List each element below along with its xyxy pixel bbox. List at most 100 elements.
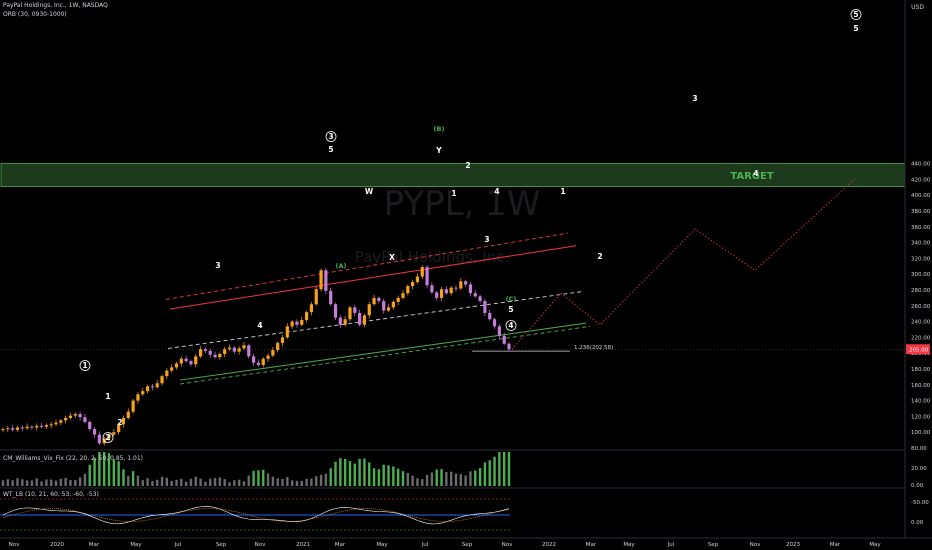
candle-body xyxy=(271,350,275,356)
wave-label: X xyxy=(389,253,395,262)
candle-body xyxy=(179,358,183,364)
watermark-name: PayPal Holdings, Inc. xyxy=(355,248,510,266)
vix-bar xyxy=(180,478,183,486)
candle-body xyxy=(406,286,410,294)
candle-body xyxy=(189,361,193,365)
last-price-label: 205.00 xyxy=(909,347,929,353)
candle-body xyxy=(247,345,251,357)
candle-body xyxy=(319,270,323,290)
wave-label: (A) xyxy=(336,262,347,270)
vix-bar xyxy=(247,475,250,486)
wave-label: 2 xyxy=(465,161,470,170)
vix-bar xyxy=(334,461,337,486)
vix-bar xyxy=(64,477,67,486)
price-tick: 80.00 xyxy=(911,446,927,452)
symbol-title: PayPal Holdings, Inc., 1W, NASDAQ xyxy=(3,2,108,9)
vix-bar xyxy=(396,468,400,486)
wave-circle xyxy=(850,9,862,20)
candle-body xyxy=(126,411,130,418)
time-tick: Mar xyxy=(335,542,346,548)
candle-body xyxy=(1,429,5,431)
upper-red-channel xyxy=(169,245,577,310)
vix-bar xyxy=(165,477,169,486)
vix-bar xyxy=(435,469,438,486)
wave-label: (B) xyxy=(434,125,445,133)
vix-tick: 20.00 xyxy=(911,466,927,472)
candle-body xyxy=(20,427,24,429)
vix-bar xyxy=(184,481,188,486)
candle-body xyxy=(64,417,68,421)
candle-body xyxy=(170,367,174,371)
candle-body xyxy=(73,414,77,416)
candle-body xyxy=(396,297,400,302)
candle-body xyxy=(488,312,492,320)
vix-bar xyxy=(411,475,414,486)
vix-bar xyxy=(156,479,159,486)
time-tick: Mar xyxy=(586,542,597,548)
candle-body xyxy=(68,415,73,418)
candle-body xyxy=(92,429,97,435)
vix-bar xyxy=(40,481,43,486)
candle-body xyxy=(15,427,20,430)
candle-body xyxy=(439,289,444,298)
candle-body xyxy=(324,270,328,291)
vix-bar xyxy=(507,452,511,486)
vix-bar xyxy=(339,458,342,486)
vix-bar xyxy=(189,478,193,486)
time-tick: Jul xyxy=(174,542,182,548)
vix-bar xyxy=(358,458,361,486)
time-tick: 2021 xyxy=(296,542,310,548)
vix-bar xyxy=(209,478,212,486)
vix-bar xyxy=(257,470,260,486)
candle-body xyxy=(329,290,333,305)
candle-body xyxy=(333,304,338,318)
candle-body xyxy=(213,354,217,358)
candle-body xyxy=(276,342,280,351)
watermark-symbol: PYPL, 1W xyxy=(384,184,541,224)
wt1-line xyxy=(2,506,510,525)
lower-green-channel xyxy=(179,322,587,381)
price-tick: 380.00 xyxy=(911,209,931,215)
vix-bar xyxy=(416,478,419,486)
price-tick: 360.00 xyxy=(911,225,931,231)
candle-body xyxy=(411,282,415,287)
vix-bar xyxy=(290,480,294,486)
wave-circle xyxy=(102,432,114,443)
candle-body xyxy=(256,362,261,366)
vix-bar xyxy=(83,473,87,486)
vix-bar xyxy=(213,478,217,486)
candle-body xyxy=(314,289,318,305)
wave-label: 1 xyxy=(82,361,87,370)
vix-bar xyxy=(223,479,226,486)
candle-body xyxy=(184,358,188,362)
candle-body xyxy=(44,425,48,427)
candle-body xyxy=(430,285,434,293)
time-tick: Nov xyxy=(750,542,761,548)
vix-bar xyxy=(136,475,140,486)
vix-bar xyxy=(233,480,236,486)
candle-body xyxy=(88,421,92,430)
wave-label: 2 xyxy=(105,433,110,442)
vix-bar xyxy=(199,478,202,486)
vix-bar xyxy=(117,461,120,486)
price-tick: 280.00 xyxy=(911,288,931,294)
price-tick: 440.00 xyxy=(911,162,931,168)
vix-bar xyxy=(45,479,48,486)
candle-body xyxy=(174,363,179,368)
candle-body xyxy=(223,349,227,354)
candle-body xyxy=(39,425,44,427)
vix-bar xyxy=(382,464,385,486)
candle-body xyxy=(372,297,376,305)
vix-bar xyxy=(372,468,376,486)
vix-bar xyxy=(295,480,299,486)
vix-bar xyxy=(21,479,24,486)
candle-body xyxy=(420,267,424,277)
wave-label: (C) xyxy=(506,295,517,303)
candle-body xyxy=(454,287,458,289)
wave-label: 1 xyxy=(451,189,456,198)
candle-body xyxy=(78,414,82,418)
candle-body xyxy=(165,370,169,377)
vix-bar xyxy=(300,480,303,486)
target-label: TARGET xyxy=(730,171,774,182)
